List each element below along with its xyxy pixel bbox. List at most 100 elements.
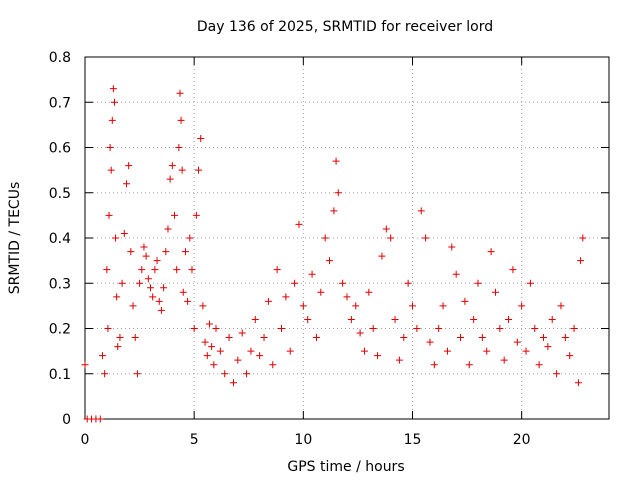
- data-point: [113, 293, 121, 301]
- data-point: [186, 234, 194, 242]
- axis-ticks: 0 0.1 0.2 0.3 0.4 0.5 0.6 0.7 0.8 0 5 10 15 20: [49, 50, 609, 448]
- data-point: [118, 279, 126, 287]
- data-point: [98, 352, 106, 360]
- data-point: [326, 257, 334, 265]
- data-point: [330, 207, 338, 215]
- data-point: [166, 175, 174, 183]
- data-point: [391, 315, 399, 323]
- data-point: [225, 334, 233, 342]
- data-point: [413, 325, 421, 332]
- data-point: [312, 334, 320, 342]
- data-point: [210, 361, 218, 369]
- y-tick-label: 0.8: [49, 50, 71, 66]
- data-point: [109, 85, 117, 93]
- data-point: [430, 361, 438, 369]
- data-point: [308, 270, 316, 278]
- data-point: [553, 370, 561, 378]
- data-point: [544, 343, 552, 351]
- data-point: [157, 306, 165, 314]
- data-point: [347, 315, 355, 323]
- data-point: [574, 379, 582, 387]
- data-point: [138, 266, 146, 274]
- data-point: [487, 248, 495, 256]
- data-point: [382, 225, 390, 233]
- data-point: [96, 415, 104, 423]
- x-tick-label: 0: [81, 432, 90, 448]
- data-series-srmtid: [81, 85, 587, 423]
- chart-title: Day 136 of 2025, SRMTID for receiver lor…: [197, 19, 493, 35]
- y-tick-label: 0.7: [49, 95, 71, 111]
- data-point: [129, 302, 137, 310]
- data-point: [470, 315, 478, 323]
- data-point: [184, 297, 192, 305]
- data-point: [203, 352, 211, 360]
- data-point: [171, 211, 179, 219]
- data-point: [417, 207, 425, 215]
- data-point: [387, 234, 395, 242]
- data-point: [147, 284, 154, 292]
- data-point: [304, 315, 312, 323]
- data-point: [112, 234, 120, 242]
- data-point: [197, 134, 205, 142]
- y-tick-label: 0.1: [49, 367, 71, 383]
- data-point: [127, 248, 135, 256]
- y-tick-label: 0.5: [49, 186, 71, 202]
- data-point: [81, 361, 89, 369]
- data-point: [496, 325, 504, 332]
- data-point: [273, 266, 281, 274]
- data-point: [579, 234, 587, 242]
- data-point: [201, 338, 209, 346]
- data-point: [269, 361, 277, 369]
- data-point: [566, 352, 574, 360]
- data-point: [435, 325, 443, 332]
- data-point: [291, 279, 299, 287]
- data-point: [299, 302, 307, 310]
- data-point: [526, 279, 534, 287]
- data-point: [164, 225, 172, 233]
- grid: [85, 57, 609, 419]
- x-tick-label: 15: [404, 432, 422, 448]
- data-point: [256, 352, 264, 360]
- data-point: [101, 370, 109, 378]
- data-point: [153, 257, 161, 265]
- data-point: [251, 315, 259, 323]
- data-point: [176, 89, 184, 97]
- data-point: [116, 334, 124, 342]
- data-point: [149, 293, 157, 301]
- data-point: [409, 302, 416, 310]
- data-point: [179, 288, 187, 296]
- data-point: [103, 266, 111, 274]
- data-point: [505, 315, 513, 323]
- data-point: [535, 361, 543, 369]
- data-point: [208, 343, 216, 351]
- data-point: [114, 343, 122, 351]
- data-point: [140, 243, 148, 251]
- data-point: [483, 347, 491, 355]
- data-point: [264, 297, 272, 305]
- data-point: [343, 293, 351, 301]
- data-point: [122, 180, 130, 188]
- data-point: [422, 234, 430, 242]
- y-tick-label: 0.4: [49, 231, 71, 247]
- data-point: [561, 334, 569, 342]
- data-point: [339, 279, 347, 287]
- data-point: [106, 144, 114, 151]
- data-point: [509, 266, 517, 274]
- data-point: [181, 248, 189, 256]
- data-point: [465, 361, 473, 369]
- data-point: [400, 334, 408, 342]
- data-point: [522, 347, 530, 355]
- data-point: [125, 162, 133, 170]
- data-point: [108, 116, 116, 124]
- data-point: [295, 220, 303, 228]
- data-point: [356, 329, 364, 337]
- data-point: [317, 288, 325, 296]
- data-point: [247, 347, 255, 355]
- data-point: [221, 370, 229, 378]
- data-point: [234, 356, 242, 364]
- data-point: [352, 302, 360, 310]
- data-point: [474, 279, 482, 287]
- data-point: [188, 266, 196, 274]
